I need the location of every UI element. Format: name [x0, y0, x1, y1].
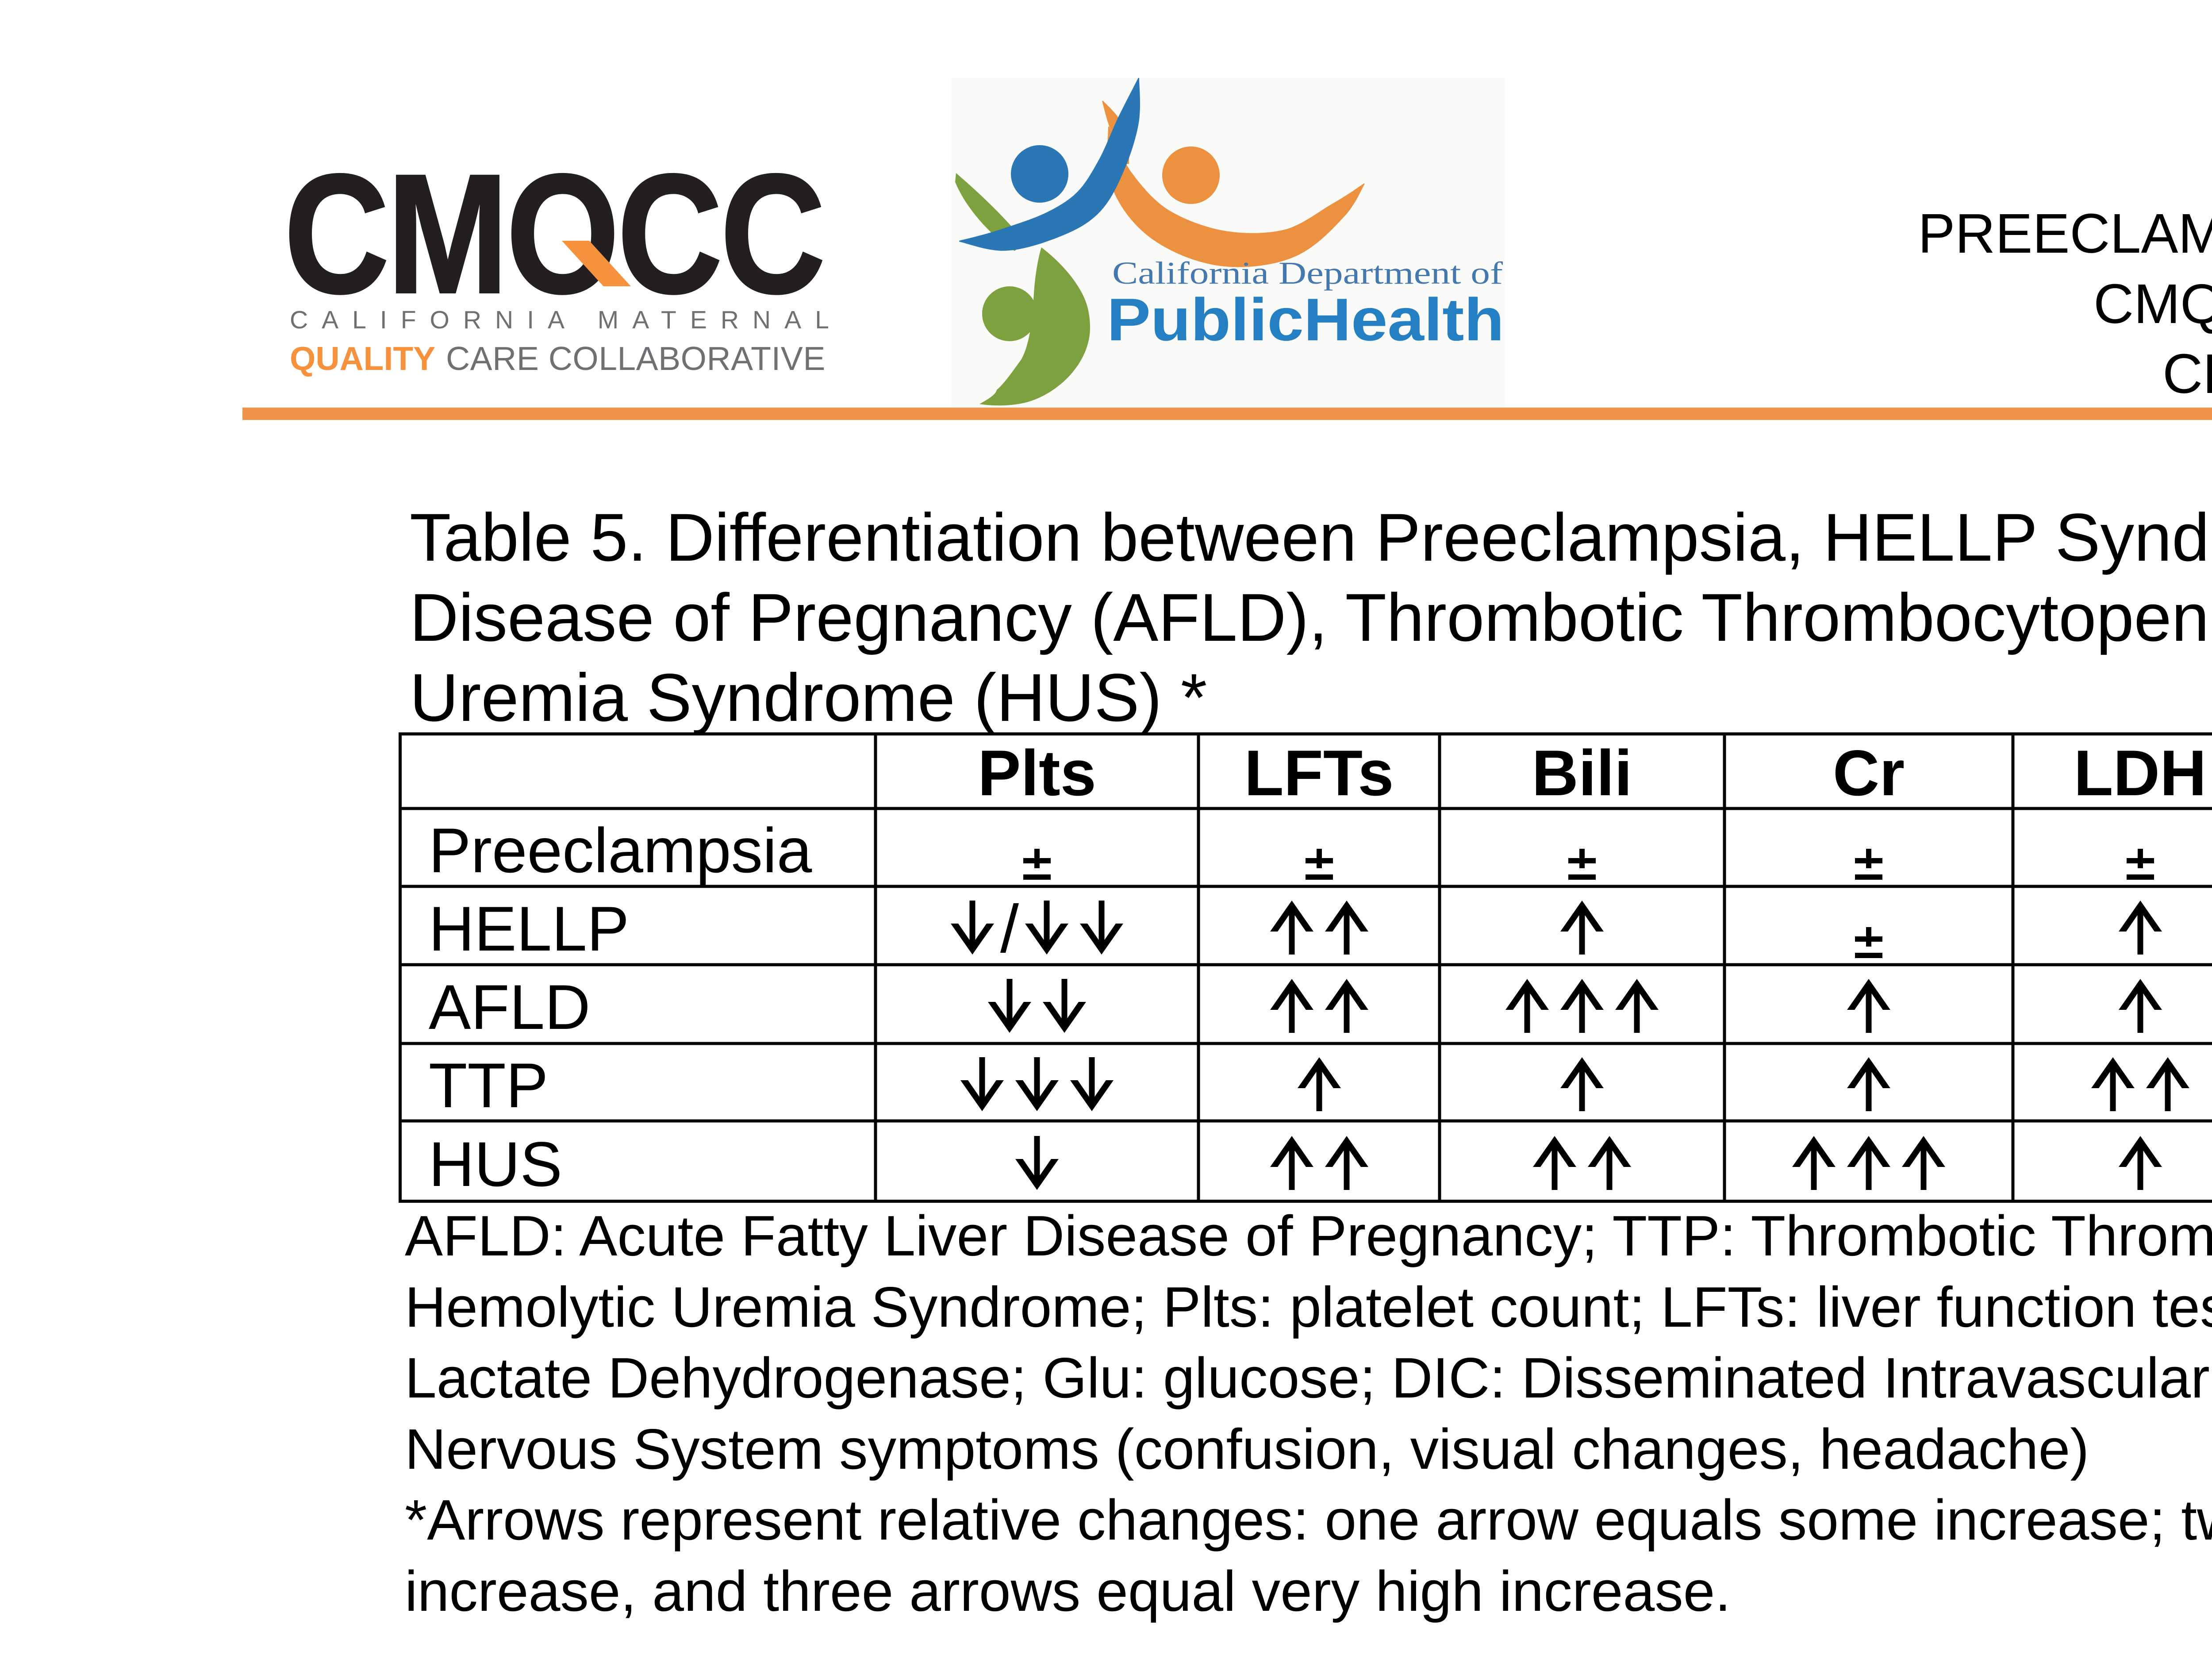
svg-text:PublicHealth: PublicHealth — [1107, 286, 1504, 353]
svg-text:California Department of: California Department of — [1112, 255, 1503, 291]
